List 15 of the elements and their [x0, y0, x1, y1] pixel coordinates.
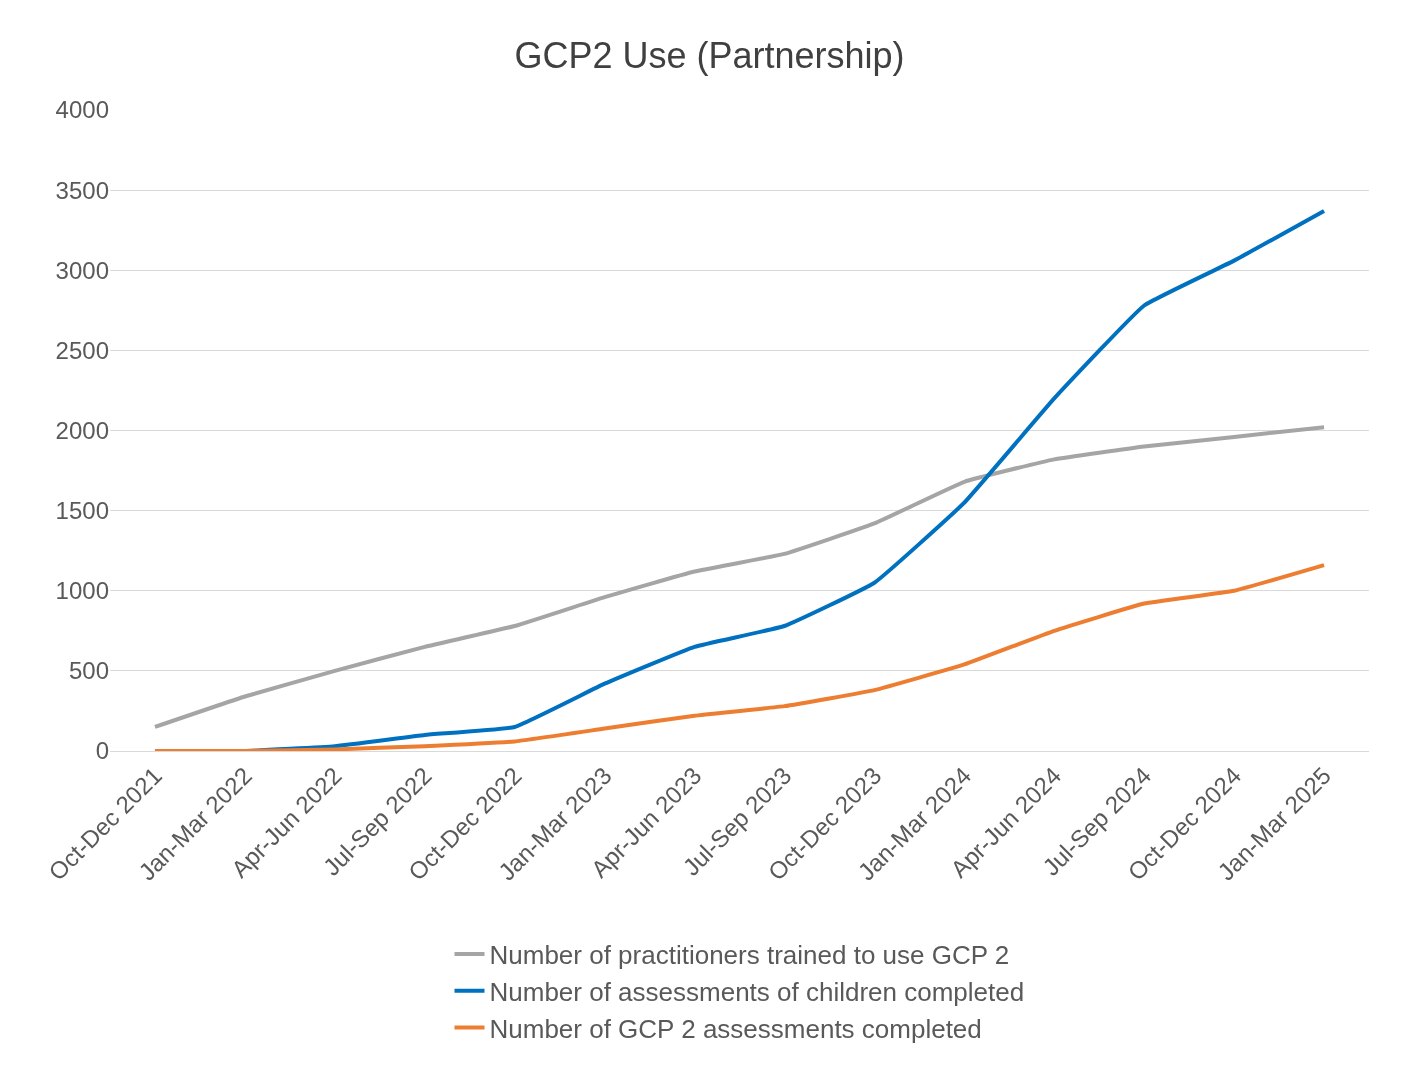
line-series	[152, 563, 1327, 751]
legend-label: Number of practitioners trained to use GCP 2	[489, 940, 1010, 971]
y-tick-label: 1500	[55, 497, 109, 525]
y-tick-label: 3000	[55, 256, 109, 284]
legend-label: Number of GCP 2 assessments completed	[489, 1013, 982, 1044]
chart-title: GCP2 Use (Partnership)	[514, 35, 905, 77]
y-tick-label: 2500	[55, 336, 109, 364]
y-tick-label: 500	[68, 657, 109, 685]
y-tick-label: 0	[95, 737, 109, 765]
y-tick-label: 4000	[55, 96, 109, 124]
legend-label: Number of assessments of children completed	[489, 976, 1025, 1007]
y-tick-label: 2000	[55, 416, 109, 444]
y-tick-label: 1000	[55, 577, 109, 605]
y-tick-label: 3500	[55, 176, 109, 204]
line-series	[152, 425, 1327, 729]
